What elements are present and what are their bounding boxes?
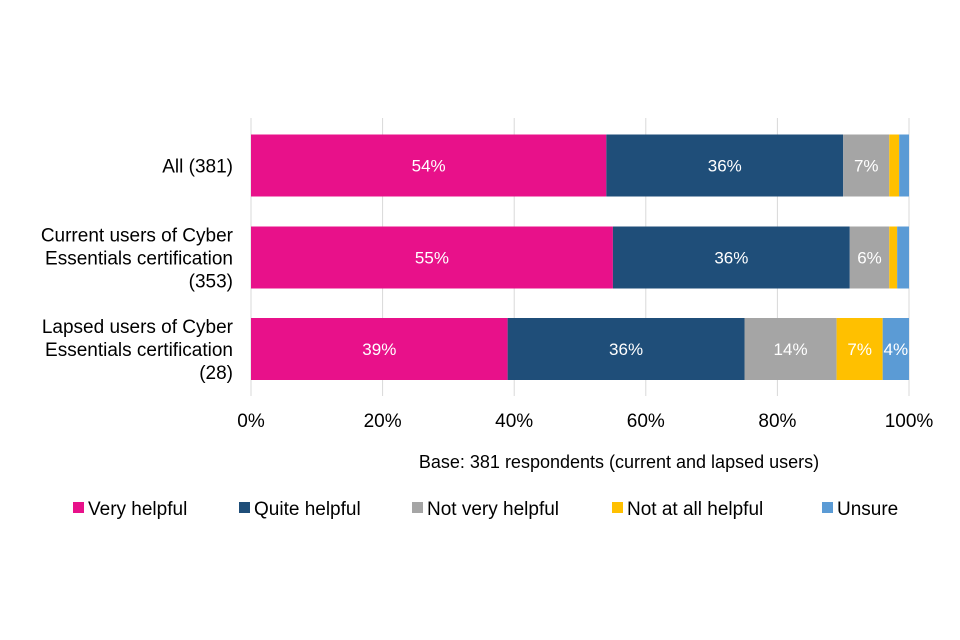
legend-label: Quite helpful <box>254 499 361 520</box>
data-label: 7% <box>847 340 872 359</box>
data-labels: 54% 36% 7% 55% 36% 6% 39% 36% 14% 7% 4% <box>362 157 908 360</box>
legend-label: Not at all helpful <box>627 499 763 520</box>
category-label: Essentials certification <box>45 340 233 361</box>
data-label: 36% <box>609 340 643 359</box>
data-label: 7% <box>854 157 879 176</box>
legend: Very helpful Quite helpful Not very helpfu… <box>73 499 898 520</box>
data-label: 4% <box>884 340 909 359</box>
x-axis-title: Base: 381 respondents (current and lapse… <box>419 452 819 472</box>
x-tick-label: 20% <box>364 411 402 432</box>
x-tick-label: 80% <box>758 411 796 432</box>
legend-label: Unsure <box>837 499 898 520</box>
x-tick-label: 100% <box>885 411 934 432</box>
bar-segment <box>251 318 508 380</box>
bar-segment <box>836 318 883 380</box>
x-tick-label: 40% <box>495 411 533 432</box>
legend-swatch <box>822 502 833 513</box>
bar-segment <box>899 134 909 197</box>
bar-segment <box>849 226 890 289</box>
category-label: (353) <box>189 272 233 293</box>
bar-segment <box>251 226 613 289</box>
data-label: 55% <box>415 249 449 268</box>
bar-segment <box>251 134 607 197</box>
bar-segment <box>612 226 850 289</box>
category-labels: All (381)Current users of CyberEssential… <box>41 157 234 385</box>
bar-segment <box>897 226 909 289</box>
category-label: All (381) <box>162 157 233 178</box>
bars <box>251 134 909 380</box>
x-tick-label: 60% <box>627 411 665 432</box>
legend-swatch <box>412 502 423 513</box>
legend-swatch <box>612 502 623 513</box>
category-label: Essentials certification <box>45 249 233 270</box>
x-tick-label: 0% <box>237 411 265 432</box>
legend-label: Not very helpful <box>427 499 559 520</box>
data-label: 54% <box>412 157 446 176</box>
data-label: 14% <box>774 340 808 359</box>
bar-segment <box>507 318 745 380</box>
category-label: (28) <box>199 363 233 384</box>
data-label: 36% <box>714 249 748 268</box>
bar-segment <box>744 318 837 380</box>
x-tick-labels: 0% 20% 40% 60% 80% 100% <box>237 411 933 432</box>
bar-segment <box>882 318 909 380</box>
category-label: Current users of Cyber <box>41 226 234 247</box>
legend-swatch <box>239 502 250 513</box>
category-label: Lapsed users of Cyber <box>42 317 234 338</box>
bar-segment <box>889 226 898 289</box>
bar-segment <box>889 134 900 197</box>
data-label: 6% <box>857 249 882 268</box>
data-label: 36% <box>708 157 742 176</box>
data-label: 39% <box>362 340 396 359</box>
legend-swatch <box>73 502 84 513</box>
legend-label: Very helpful <box>88 499 187 520</box>
bar-segment <box>606 134 844 197</box>
bar-segment <box>843 134 890 197</box>
